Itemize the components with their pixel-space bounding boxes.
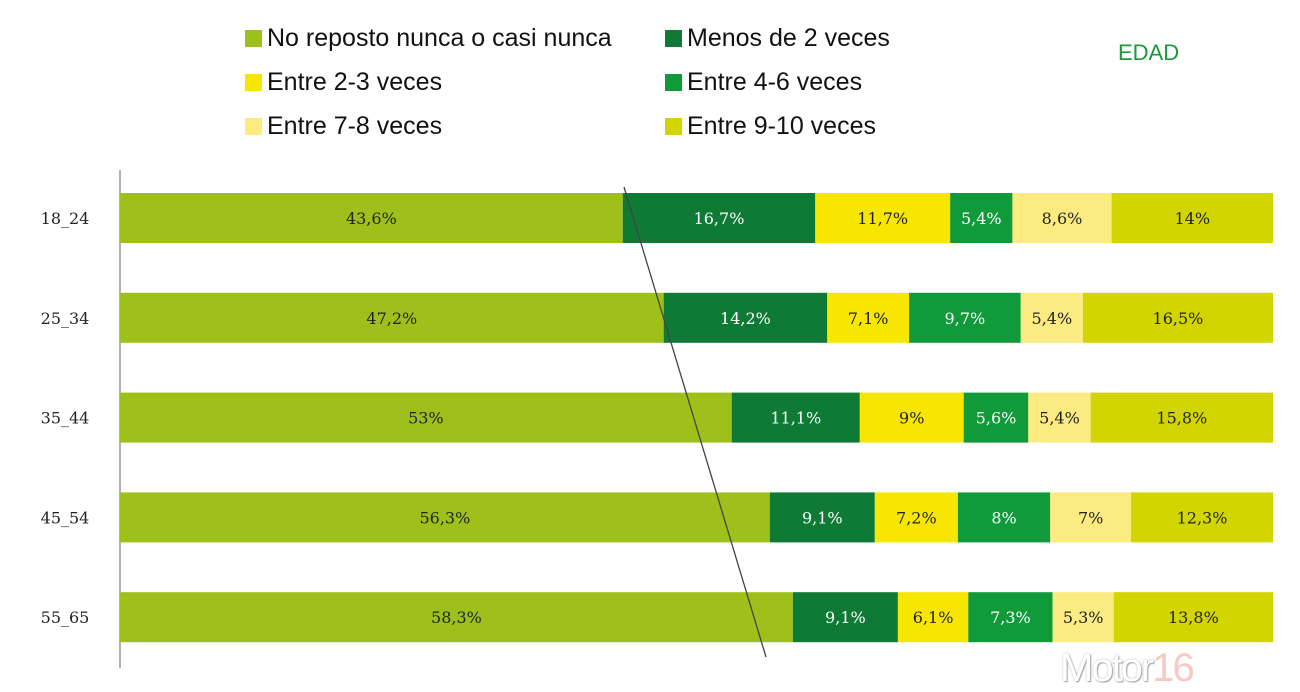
legend-label: Entre 2-3 veces — [267, 68, 443, 96]
legend-label: Entre 4-6 veces — [687, 68, 863, 96]
legend-label: Menos de 2 veces — [687, 24, 890, 52]
data-label: 16,7% — [694, 209, 745, 228]
data-label: 47,2% — [366, 309, 417, 328]
chart-title: EDAD — [1118, 40, 1180, 65]
legend-item: Entre 4-6 veces — [665, 68, 862, 97]
legend-item: Entre 2-3 veces — [245, 68, 442, 97]
data-label: 11,1% — [770, 409, 821, 428]
legend-item: Entre 9-10 veces — [665, 112, 876, 141]
bar-segment — [815, 193, 951, 243]
bar-segment — [120, 592, 793, 643]
legend-item: Entre 7-8 veces — [245, 112, 442, 141]
category-label: 55_65 — [41, 608, 90, 627]
bar-segment — [968, 592, 1053, 643]
bar-segment — [1028, 392, 1091, 443]
bar-segment — [769, 492, 875, 543]
legend-label: Entre 9-10 veces — [687, 112, 876, 140]
data-label: 11,7% — [857, 209, 908, 228]
data-label: 5,6% — [976, 409, 1017, 428]
legend-swatch — [665, 30, 682, 47]
legend-swatch — [665, 74, 682, 91]
data-label: 9% — [899, 409, 924, 428]
data-label: 7,3% — [990, 608, 1031, 627]
legend-swatch — [245, 118, 262, 135]
bar-segment — [957, 492, 1051, 543]
bar-segment — [909, 292, 1021, 343]
bar-segment — [622, 193, 816, 243]
data-label: 56,3% — [419, 508, 470, 527]
data-label: 9,7% — [945, 309, 986, 328]
data-label: 14% — [1175, 209, 1211, 228]
data-label: 15,8% — [1156, 409, 1207, 428]
data-label: 9,1% — [825, 608, 866, 627]
legend-item: No reposto nunca o casi nunca — [245, 24, 612, 53]
bar-segment — [1012, 193, 1112, 243]
bar-segment — [663, 292, 828, 343]
bar-segment — [1111, 193, 1273, 243]
data-label: 13,8% — [1168, 608, 1219, 627]
bar-segment — [897, 592, 969, 643]
data-label: 6,1% — [913, 608, 954, 627]
legend-swatch — [245, 30, 262, 47]
data-label: 12,3% — [1177, 508, 1228, 527]
watermark-text-motor: Motor — [1060, 646, 1154, 690]
data-label: 7,2% — [896, 508, 937, 527]
data-label: 5,4% — [1039, 409, 1080, 428]
data-label: 7% — [1078, 508, 1103, 527]
bar-segment — [1082, 292, 1273, 343]
bar-segment — [827, 292, 910, 343]
data-label: 8,6% — [1042, 209, 1083, 228]
data-label: 16,5% — [1153, 309, 1204, 328]
bar-segment — [859, 392, 964, 443]
bar-segment — [874, 492, 958, 543]
watermark-text-16: 16 — [1152, 646, 1194, 690]
bar-segment — [1131, 492, 1273, 543]
category-label: 45_54 — [41, 508, 90, 527]
motor16-watermark: Motor16 — [1060, 646, 1195, 690]
data-label: 7,1% — [848, 309, 889, 328]
legend-label: No reposto nunca o casi nunca — [267, 24, 612, 52]
data-label: 14,2% — [720, 309, 771, 328]
bar-segment — [963, 392, 1029, 443]
category-label: 18_24 — [41, 209, 90, 228]
trend-line — [623, 186, 767, 658]
bar-segment — [120, 392, 732, 443]
bar-segment — [1050, 492, 1132, 543]
legend-swatch — [245, 74, 262, 91]
data-label: 43,6% — [346, 209, 397, 228]
bar-segment — [792, 592, 898, 643]
data-label: 58,3% — [431, 608, 482, 627]
category-label: 35_44 — [41, 409, 90, 428]
legend-swatch — [665, 118, 682, 135]
bar-segment — [120, 492, 770, 543]
bar-segment — [1113, 592, 1273, 643]
legend-item: Menos de 2 veces — [665, 24, 890, 53]
bar-segment — [1020, 292, 1083, 343]
data-label: 53% — [408, 409, 444, 428]
data-label: 5,4% — [961, 209, 1002, 228]
data-label: 5,4% — [1032, 309, 1073, 328]
bar-segment — [120, 193, 623, 243]
category-label: 25_34 — [41, 309, 90, 328]
bar-segment — [731, 392, 860, 443]
data-label: 8% — [991, 508, 1016, 527]
data-label: 9,1% — [802, 508, 843, 527]
bar-segment — [1052, 592, 1114, 643]
legend-label: Entre 7-8 veces — [267, 112, 443, 140]
bar-segment — [120, 292, 664, 343]
bar-segment — [950, 193, 1013, 243]
bar-segment — [1090, 392, 1273, 443]
data-label: 5,3% — [1063, 608, 1104, 627]
